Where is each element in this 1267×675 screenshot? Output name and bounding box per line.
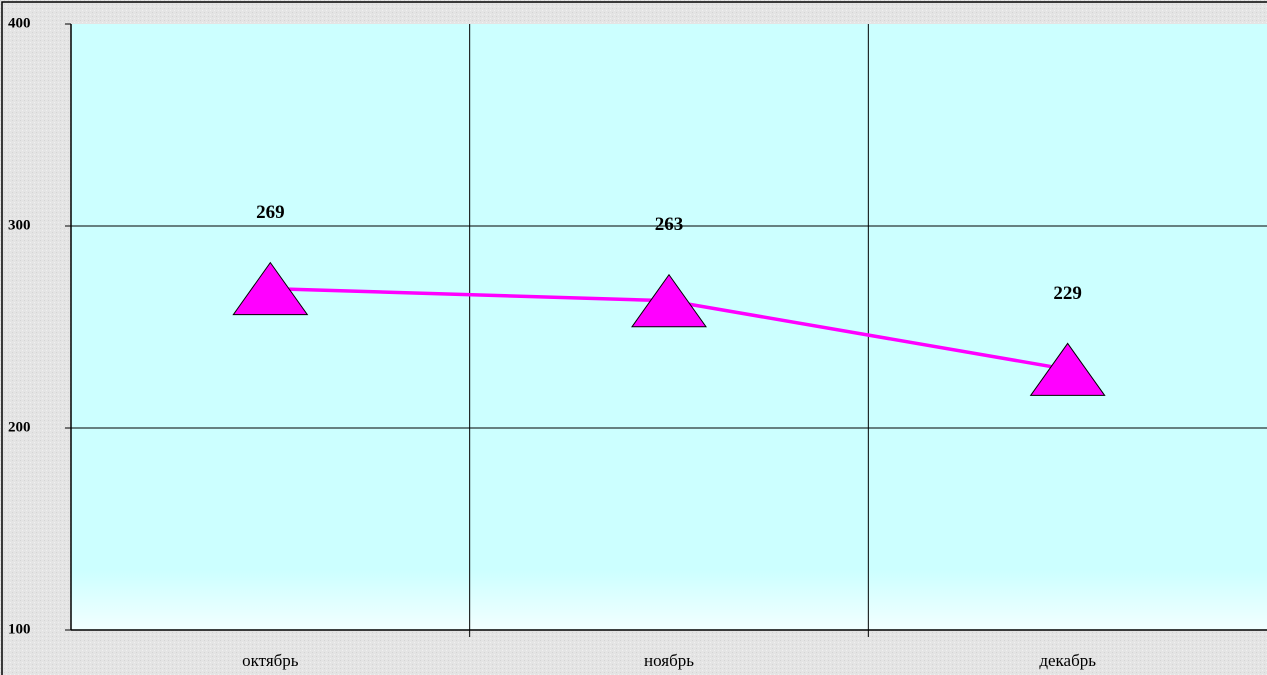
data-label: 263 <box>655 214 684 235</box>
marker <box>232 261 309 316</box>
y-tick-label: 300 <box>8 217 31 233</box>
data-label: 229 <box>1053 283 1082 304</box>
y-tick-label: 400 <box>8 15 31 31</box>
marker <box>631 273 707 328</box>
marker <box>1029 342 1106 396</box>
x-tick-label: октябрь <box>242 651 299 670</box>
x-tick-label: ноябрь <box>644 651 694 670</box>
x-tick-label: декабрь <box>1039 651 1096 670</box>
y-tick-label: 200 <box>8 419 31 435</box>
y-tick-label: 100 <box>8 621 31 637</box>
data-label: 269 <box>256 202 285 223</box>
